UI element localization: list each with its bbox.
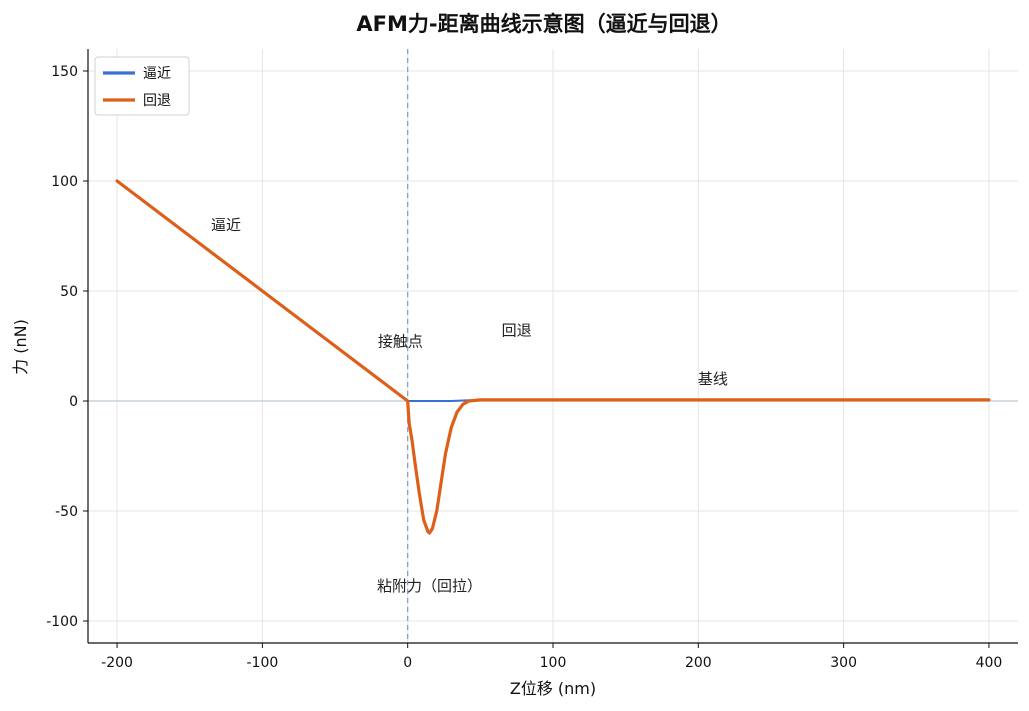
annotation-3: 基线 — [698, 370, 728, 388]
grid — [88, 49, 1018, 643]
legend-box — [94, 56, 190, 116]
y-tick-label-4: 100 — [51, 174, 78, 190]
x-tick-label-5: 300 — [830, 655, 857, 671]
annotation-0: 逼近 — [211, 216, 241, 234]
legend-label-0: 逼近 — [143, 66, 171, 82]
y-tick-label-0: -100 — [46, 614, 78, 630]
series-line-1 — [115, 179, 991, 535]
annotation-1: 接触点 — [378, 333, 423, 351]
x-tick-label-1: -100 — [246, 655, 278, 671]
y-axis-label: 力 (nN) — [11, 319, 30, 375]
annotation-2: 回退 — [502, 322, 532, 340]
x-tick-label-3: 100 — [540, 655, 567, 671]
x-axis-label: Z位移 (nm) — [510, 679, 596, 698]
y-tick-label-5: 150 — [51, 64, 78, 80]
ticks: -200 -100 0 100 200 300 400 -100 -50 0 50 100 150 — [46, 64, 1002, 671]
y-tick-label-2: 0 — [69, 394, 78, 410]
y-tick-label-3: 50 — [60, 284, 78, 300]
x-tick-label-4: 200 — [685, 655, 712, 671]
x-tick-label-2: 0 — [403, 655, 412, 671]
annotation-4: 粘附力（回拉） — [377, 577, 482, 595]
legend-label-1: 回退 — [143, 93, 171, 109]
series-layer — [115, 179, 991, 535]
x-tick-label-0: -200 — [101, 655, 133, 671]
y-tick-label-1: -50 — [55, 504, 78, 520]
x-tick-label-6: 400 — [976, 655, 1003, 671]
chart-title: AFM力-距离曲线示意图（逼近与回退） — [356, 12, 731, 36]
